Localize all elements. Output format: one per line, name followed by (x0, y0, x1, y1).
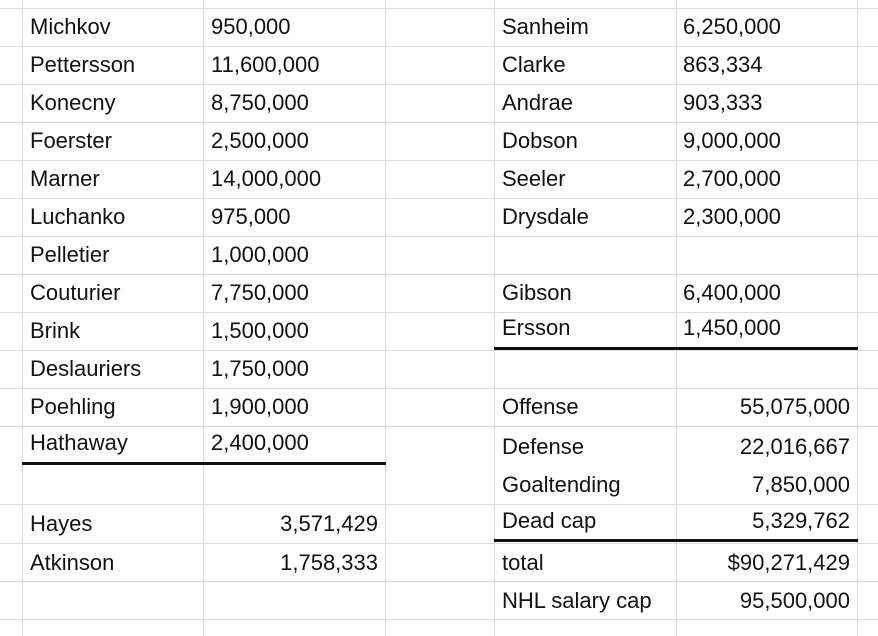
gridline (0, 388, 878, 389)
gridline (203, 0, 204, 636)
salary-cell[interactable]: 1,500,000 (211, 318, 309, 343)
player-name-cell[interactable]: Konecny (30, 90, 116, 115)
total-value-cell[interactable]: $90,271,429 (727, 550, 850, 575)
salary-cell[interactable]: 9,000,000 (683, 128, 781, 153)
salary-cell[interactable]: 2,500,000 (211, 128, 309, 153)
cap-value-cell[interactable]: 95,500,000 (739, 588, 850, 613)
summary-label-cell[interactable]: Dead cap (502, 508, 597, 533)
salary-cell[interactable]: 2,700,000 (683, 166, 781, 191)
salary-cell[interactable]: 1,900,000 (211, 394, 309, 419)
dead-cap-salary-cell[interactable]: 3,571,429 (280, 511, 378, 536)
summary-label-cell[interactable]: Goaltending (502, 472, 621, 497)
dead-cap-name-cell[interactable]: Hayes (30, 511, 93, 536)
gridline (0, 426, 878, 427)
gridline (0, 504, 878, 505)
gridline (857, 0, 858, 636)
salary-cell[interactable]: 903,333 (683, 90, 763, 115)
salary-cell[interactable]: 14,000,000 (211, 166, 322, 191)
player-name-cell[interactable]: Pettersson (30, 52, 136, 77)
player-name-cell[interactable]: Drysdale (502, 204, 589, 229)
salary-cell[interactable]: 7,750,000 (211, 280, 309, 305)
goalie-salary-cell[interactable]: 1,450,000 (683, 315, 781, 340)
player-name-cell[interactable]: Clarke (502, 52, 566, 77)
goalie-name-cell[interactable]: Gibson (502, 280, 572, 305)
cap-label-cell[interactable]: NHL salary cap (502, 588, 652, 613)
goalie-name-cell[interactable]: Ersson (502, 315, 571, 340)
summary-value-cell[interactable]: 22,016,667 (739, 434, 850, 459)
dead-cap-salary-cell[interactable]: 1,758,333 (280, 550, 378, 575)
summary-value-cell[interactable]: 5,329,762 (752, 508, 850, 533)
gridline (22, 0, 23, 636)
salary-cell[interactable]: 950,000 (211, 14, 291, 39)
salary-cell[interactable]: 863,334 (683, 52, 763, 77)
player-name-cell[interactable]: Michkov (30, 14, 111, 39)
player-name-cell[interactable]: Dobson (502, 128, 578, 153)
gridline (676, 0, 677, 636)
summary-value-cell[interactable]: 55,075,000 (739, 394, 850, 419)
summary-value-cell[interactable]: 7,850,000 (752, 472, 850, 497)
gridline (0, 8, 878, 9)
gridline (0, 581, 878, 582)
player-name-cell[interactable]: Couturier (30, 280, 121, 305)
player-name-cell[interactable]: Sanheim (502, 14, 589, 39)
gridline (0, 619, 878, 620)
player-name-cell[interactable]: Marner (30, 166, 100, 191)
player-name-cell[interactable]: Foerster (30, 128, 112, 153)
dead-cap-name-cell[interactable]: Atkinson (30, 550, 115, 575)
player-name-cell[interactable]: Pelletier (30, 242, 110, 267)
player-name-cell[interactable]: Seeler (502, 166, 566, 191)
gridline (0, 350, 878, 351)
section-border (494, 539, 858, 542)
gridline (494, 0, 495, 636)
gridline (0, 160, 878, 161)
gridline (0, 122, 878, 123)
salary-cell[interactable]: 975,000 (211, 204, 291, 229)
gridline (0, 312, 878, 313)
summary-label-cell[interactable]: Offense (502, 394, 579, 419)
salary-cell[interactable]: 1,000,000 (211, 242, 309, 267)
gridline (0, 543, 878, 544)
gridline (0, 198, 878, 199)
gridline (385, 0, 386, 636)
total-label-cell[interactable]: total (502, 550, 544, 575)
salary-cell[interactable]: 2,400,000 (211, 430, 309, 455)
gridline (0, 84, 878, 85)
salary-cell[interactable]: 1,750,000 (211, 356, 309, 381)
gridline (0, 236, 878, 237)
salary-cell[interactable]: 2,300,000 (683, 204, 781, 229)
player-name-cell[interactable]: Brink (30, 318, 81, 343)
section-border (22, 462, 386, 465)
gridline (0, 46, 878, 47)
player-name-cell[interactable]: Luchanko (30, 204, 126, 229)
salary-cell[interactable]: 11,600,000 (211, 52, 320, 77)
summary-label-cell[interactable]: Defense (502, 434, 584, 459)
section-border (494, 347, 858, 350)
salary-cell[interactable]: 8,750,000 (211, 90, 309, 115)
salary-cell[interactable]: 6,250,000 (683, 14, 781, 39)
player-name-cell[interactable]: Andrae (502, 90, 573, 115)
goalie-salary-cell[interactable]: 6,400,000 (683, 280, 781, 305)
player-name-cell[interactable]: Hathaway (30, 430, 128, 455)
player-name-cell[interactable]: Poehling (30, 394, 116, 419)
gridline (0, 274, 878, 275)
player-name-cell[interactable]: Deslauriers (30, 356, 142, 381)
